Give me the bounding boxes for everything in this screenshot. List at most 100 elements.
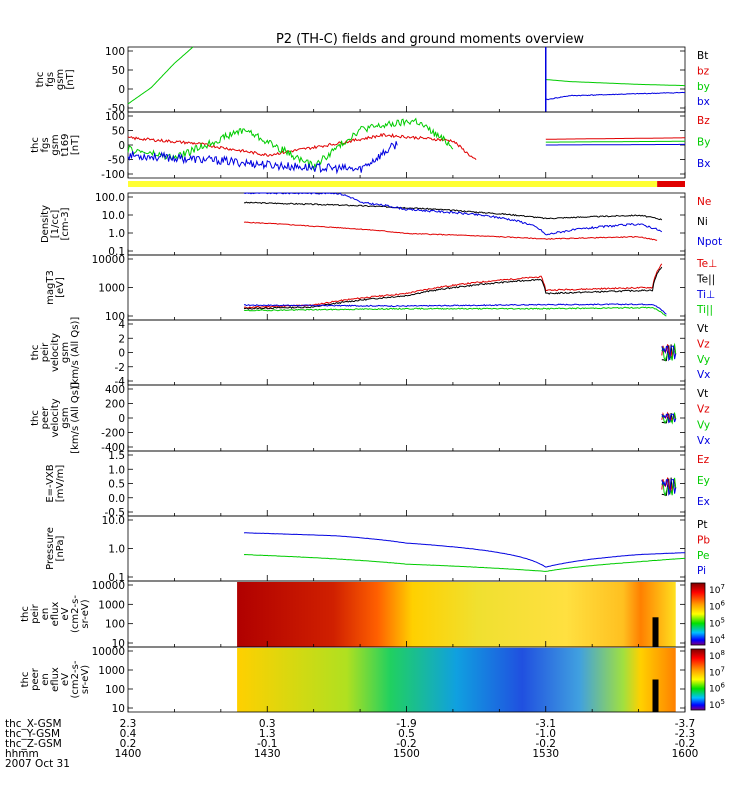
x-axis-value: -0.2	[536, 738, 557, 750]
y-tick-label: -100	[101, 169, 125, 181]
legend-entry: Ex	[697, 496, 710, 508]
y-axis-label: [nT]	[70, 135, 81, 155]
y-tick-label: 400	[105, 384, 125, 396]
y-tick-label: 0.1	[108, 572, 125, 584]
x-axis-value: 1500	[393, 748, 420, 760]
y-axis-label: gsm	[55, 69, 66, 90]
y-tick-label: 100	[105, 311, 125, 323]
x-axis-value: 1600	[672, 748, 699, 760]
y-axis-label: [nT]	[65, 69, 76, 89]
legend-entry: by	[697, 81, 710, 93]
y-tick-label: 10000	[92, 580, 125, 592]
x-axis-row-label: hhmm	[5, 748, 39, 760]
y-tick-label: 1.5	[108, 450, 125, 462]
series-Ne	[243, 221, 658, 241]
y-tick-label: 1000	[98, 599, 125, 611]
series-Bz-early	[127, 132, 477, 161]
panel-frame	[127, 46, 686, 113]
panel-temp: 10000 1000 100 magT3 [eV] Te⊥ Te|| Ti⊥ Ti||	[45, 254, 717, 323]
x-axis-value: -3.1	[536, 718, 557, 730]
legend-entry: Bz	[697, 115, 710, 127]
legend-entry: Bx	[697, 158, 710, 170]
legend-entry: Te||	[696, 273, 715, 285]
legend-entry: Vt	[697, 323, 708, 335]
panel-vel_i: 4 2 0 -2 -4 thc peir velocity gsm [km/s (All Qs)]…	[30, 317, 710, 389]
y-axis-label: [km/s (All Qs)]	[70, 317, 81, 389]
y-tick-label: 10.0	[102, 210, 125, 222]
y-axis-label: thc	[20, 606, 31, 622]
y-tick-label: 0	[118, 84, 125, 96]
series-vel_i-Vx	[661, 345, 677, 362]
panel-efield: 1.5 1.0 0.5 0.0 -0.5 E=-VXB [mV/m] Ez Ey Ex	[45, 450, 710, 519]
panel-fgs_t169: 100 50 0 -50 -100 thc fgs gsm t169 [nT] Bz By Bx	[30, 111, 710, 181]
series-Ti-perp	[243, 303, 667, 315]
colorbar-tick-label: 106	[709, 682, 725, 695]
series-Ni	[243, 201, 663, 221]
y-axis-label: gsm	[50, 134, 61, 155]
legend-entry: Vz	[697, 404, 710, 416]
panel-pressure: 10.0 1.0 0.1 Pressure [nPa] Pt Pb Pe Pi	[45, 515, 710, 584]
y-tick-label: 1000	[98, 283, 125, 295]
y-tick-label: -0.5	[105, 507, 126, 519]
y-axis-label: sr-eV)	[80, 599, 91, 628]
panel-frame	[127, 192, 686, 256]
legend-entry: Pt	[697, 519, 707, 531]
series-Ti-par	[243, 306, 667, 317]
y-axis-label: [mV/m]	[55, 465, 66, 503]
x-axis-row-label: thc_X-GSM	[5, 718, 62, 730]
colorbar-tick-label: 107	[709, 583, 725, 596]
y-axis-label: eV	[60, 673, 71, 686]
x-axis-value: 2.3	[120, 718, 137, 730]
panel-density: 100.0 10.0 1.0 0.1 Density [1/cc] [cm-3] Ne Ni Np…	[40, 192, 722, 258]
y-tick-label: -4	[115, 376, 126, 388]
y-axis-label: Density	[40, 205, 51, 243]
y-axis-label: sr-eV)	[80, 665, 91, 694]
y-tick-label: -2	[115, 362, 125, 374]
y-tick-label: -400	[101, 442, 125, 454]
series-vel_e-Vx	[661, 413, 677, 424]
series-Npot	[243, 192, 663, 236]
y-tick-label: 1000	[98, 665, 125, 677]
y-tick-label: 0	[118, 140, 125, 152]
y-axis-label: peir	[40, 342, 51, 362]
series-Bx-early	[127, 141, 398, 175]
legend-entry: Npot	[697, 236, 722, 248]
y-axis-label: [1/cc]	[50, 210, 61, 239]
y-axis-label: peer	[40, 406, 51, 430]
series-bx-end	[545, 91, 685, 101]
y-tick-label: 10	[112, 703, 125, 715]
legend-entry: Ti||	[696, 304, 713, 316]
y-tick-label: 0.1	[108, 246, 125, 258]
x-axis-date: 2007 Oct 31	[5, 758, 70, 770]
y-tick-label: 0	[118, 413, 125, 425]
legend-entry: Ti⊥	[696, 289, 715, 301]
panel-peer_en: 108 107 106 105 10000 1000 100 10 thc peer en eflux…	[20, 646, 725, 715]
y-tick-label: 10	[112, 638, 125, 650]
y-tick-label: 50	[112, 65, 125, 77]
y-axis-label: [nPa]	[55, 535, 66, 561]
y-axis-label: gsm	[60, 407, 71, 428]
y-tick-label: 1.0	[108, 228, 125, 240]
y-tick-label: 200	[105, 399, 125, 411]
y-axis-label: fgs	[40, 137, 51, 152]
y-tick-label: 100	[105, 111, 125, 123]
y-tick-label: 1.0	[108, 464, 125, 476]
y-axis-label: thc	[30, 345, 41, 361]
y-axis-label: fgs	[45, 72, 56, 87]
colorbar	[690, 648, 706, 711]
series-by-end	[545, 79, 685, 87]
legend-entry: Pb	[697, 534, 710, 546]
legend-entry: bx	[697, 96, 710, 108]
y-axis-label: [cm-3]	[60, 207, 71, 240]
x-axis-value: -0.2	[675, 738, 696, 750]
x-axis-value: -2.3	[675, 728, 696, 740]
y-axis-label: velocity	[50, 333, 61, 372]
quality-bar-red	[657, 181, 685, 187]
colorbar-tick-label: 104	[709, 633, 725, 646]
x-axis-value: -0.1	[257, 738, 278, 750]
series-By-late	[545, 140, 685, 143]
y-tick-label: 1.0	[108, 544, 125, 556]
y-axis-label: en	[40, 608, 51, 621]
series-efield-Vx	[661, 478, 677, 497]
legend-entry: Ey	[697, 475, 710, 487]
